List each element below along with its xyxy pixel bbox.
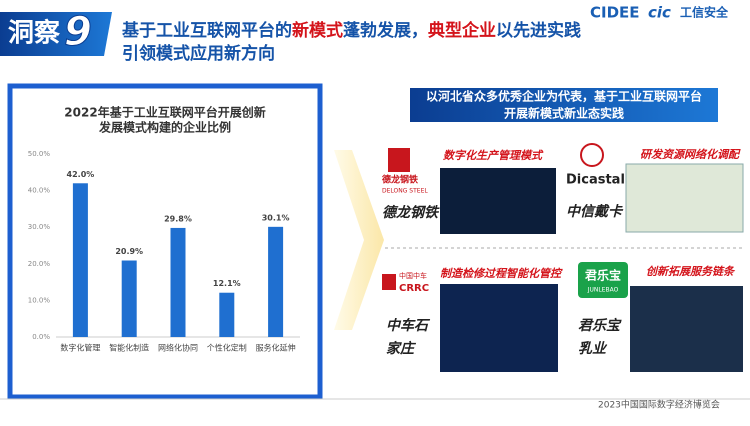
company: 德龙钢铁: [382, 204, 440, 221]
company: 家庄: [386, 340, 417, 357]
badge-number: 9: [64, 9, 92, 55]
case-logo: 德龙钢铁: [382, 174, 418, 186]
company: 中信戴卡: [566, 203, 624, 220]
chart-title: 发展模式构建的企业比例: [98, 120, 231, 135]
banner-text: 以河北省众多优秀企业为代表，基于工业互联网平台: [426, 89, 702, 104]
value-label: 29.8%: [164, 214, 192, 223]
y-tick-label: 0.0%: [32, 333, 50, 341]
value-label: 42.0%: [67, 170, 95, 179]
bar: [170, 227, 186, 337]
y-tick-label: 10.0%: [28, 296, 51, 304]
logo: 工信安全: [680, 5, 729, 20]
badge: [0, 12, 112, 56]
mode: 制造检修过程智能化管控: [440, 267, 563, 280]
y-tick-label: 40.0%: [28, 187, 51, 195]
bar: [72, 183, 88, 337]
value-label: 30.1%: [262, 213, 290, 222]
case-logo: 君乐宝: [584, 268, 621, 283]
bar: [219, 292, 235, 337]
case-logo: JUNLEBAO: [587, 287, 619, 294]
chart-title: 2022年基于工业互联网平台开展创新: [64, 105, 265, 120]
screenshot: [440, 284, 558, 372]
x-tick-label: 数字化管理: [60, 343, 100, 353]
title-part: 基于工业互联网平台的: [121, 20, 292, 41]
value-label: 20.9%: [115, 247, 143, 256]
case-logo: DELONG STEEL: [382, 188, 428, 195]
y-tick-label: 30.0%: [28, 223, 51, 231]
arrow: [334, 150, 384, 330]
y-tick-label: 20.0%: [28, 260, 51, 268]
company: 中车石: [386, 317, 431, 334]
case-logo: 中国中车: [399, 271, 427, 280]
title-part: 蓬勃发展，: [343, 20, 428, 41]
company: 君乐宝: [578, 317, 622, 334]
case-logo: Dicastal: [566, 173, 625, 188]
title-part: 新模式: [292, 20, 343, 41]
value-label: 12.1%: [213, 279, 241, 288]
screenshot: [625, 163, 744, 233]
badge-text: 洞察: [8, 19, 61, 49]
screenshot: [440, 168, 556, 234]
logo-mark: [388, 148, 410, 172]
x-tick-label: 智能化制造: [109, 343, 149, 353]
logo-mark: [578, 262, 628, 298]
banner-text: 开展新模式新业态实践: [504, 106, 624, 121]
logo: CIDEE: [590, 4, 640, 22]
x-tick-label: 服务化延伸: [256, 343, 296, 353]
logo-mark: [580, 143, 604, 167]
title-part: 典型企业: [428, 20, 496, 41]
y-tick-label: 50.0%: [28, 150, 51, 158]
mode: 数字化生产管理模式: [443, 149, 544, 162]
title-line: 引领模式应用新方向: [122, 43, 275, 64]
footer: 2023中国国际数字经济博览会: [598, 399, 720, 411]
company: 乳业: [578, 340, 608, 357]
case-logo: CRRC: [399, 283, 429, 294]
mode: 创新拓展服务链条: [646, 265, 736, 278]
banner: [410, 88, 718, 122]
bar: [268, 226, 284, 337]
logo: cic: [648, 4, 671, 22]
title-line: 基于工业互联网平台的新模式蓬勃发展，典型企业以先进实践: [121, 20, 581, 41]
x-tick-label: 网络化协同: [158, 343, 198, 353]
title-part: 以先进实践: [496, 20, 581, 41]
mode: 研发资源网络化调配: [640, 148, 741, 161]
bar: [121, 260, 137, 337]
screenshot: [630, 286, 743, 372]
logo-mark: [382, 274, 396, 290]
x-tick-label: 个性化定制: [207, 343, 247, 353]
